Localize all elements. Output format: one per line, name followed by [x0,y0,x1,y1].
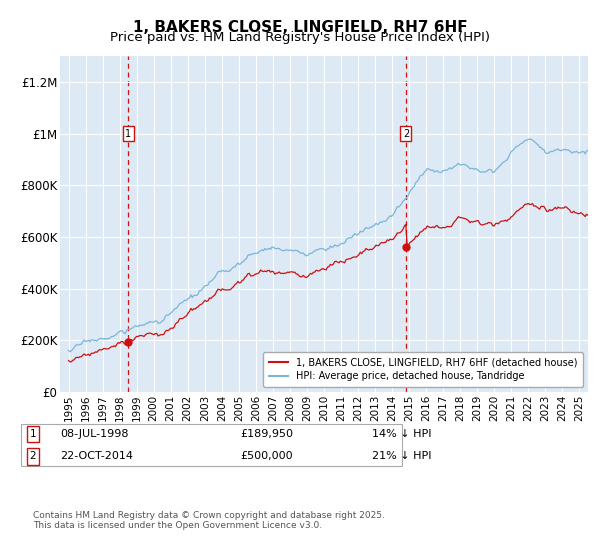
Text: 2: 2 [403,129,409,138]
Legend: 1, BAKERS CLOSE, LINGFIELD, RH7 6HF (detached house), HPI: Average price, detach: 1, BAKERS CLOSE, LINGFIELD, RH7 6HF (det… [263,352,583,387]
Text: £500,000: £500,000 [240,451,293,461]
Text: Contains HM Land Registry data © Crown copyright and database right 2025.
This d: Contains HM Land Registry data © Crown c… [33,511,385,530]
Text: 21% ↓ HPI: 21% ↓ HPI [372,451,431,461]
Text: 1: 1 [125,129,131,138]
Text: 1: 1 [29,429,37,439]
Text: 22-OCT-2014: 22-OCT-2014 [60,451,133,461]
Text: 14% ↓ HPI: 14% ↓ HPI [372,429,431,439]
Text: Price paid vs. HM Land Registry's House Price Index (HPI): Price paid vs. HM Land Registry's House … [110,31,490,44]
Text: 2: 2 [29,451,37,461]
Text: 08-JUL-1998: 08-JUL-1998 [60,429,128,439]
Text: 1, BAKERS CLOSE, LINGFIELD, RH7 6HF: 1, BAKERS CLOSE, LINGFIELD, RH7 6HF [133,20,467,35]
Text: £189,950: £189,950 [240,429,293,439]
